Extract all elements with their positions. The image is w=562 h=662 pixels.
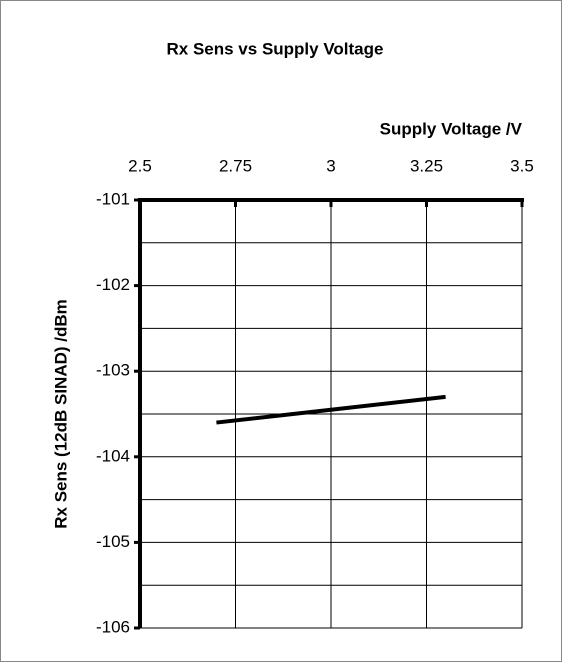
x-tick-label: 3.5 xyxy=(510,156,534,175)
y-tick-label: -103 xyxy=(96,361,130,380)
y-tick-label: -102 xyxy=(96,275,130,294)
x-tick-label: 2.5 xyxy=(128,156,152,175)
x-tick-label: 3.25 xyxy=(410,156,443,175)
x-tick-label: 2.75 xyxy=(219,156,252,175)
y-tick-label: -106 xyxy=(96,617,130,636)
x-tick-label: 3 xyxy=(326,156,335,175)
series-line xyxy=(216,394,446,425)
y-tick-label: -105 xyxy=(96,532,130,551)
y-axis-label: Rx Sens (12dB SINAD) /dBm xyxy=(51,299,70,529)
y-tick-label: -104 xyxy=(96,446,130,465)
chart-title: Rx Sens vs Supply Voltage xyxy=(167,39,384,58)
x-axis-label: Supply Voltage /V xyxy=(380,119,523,138)
y-tick-label: -101 xyxy=(96,189,130,208)
